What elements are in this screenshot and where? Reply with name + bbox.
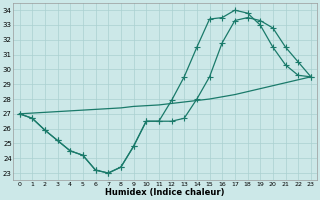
X-axis label: Humidex (Indice chaleur): Humidex (Indice chaleur) — [106, 188, 225, 197]
